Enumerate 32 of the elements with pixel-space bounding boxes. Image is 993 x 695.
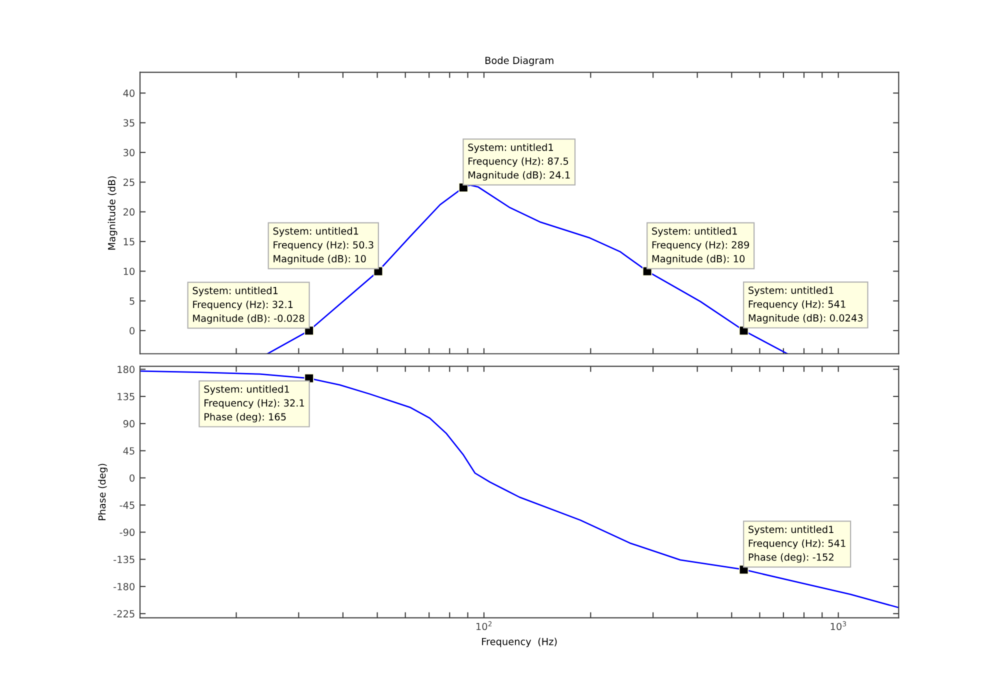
y-tick-label: 25: [123, 178, 134, 186]
y-tick-label: 10: [124, 268, 135, 276]
y-axis-title: Phase (deg): [98, 464, 108, 520]
annotation: System: untitled1 Frequency (Hz): 541 Magnitude (dB): 0.0243: [748, 286, 863, 324]
annotation: System: untitled1 Frequency (Hz): 289 Magnitude (dB): 10: [652, 227, 750, 264]
y-tick-label: -180: [114, 582, 135, 590]
annotation: System: untitled1 Frequency (Hz): 87.5 Magnitude (dB): 24.1: [468, 143, 570, 181]
y-tick-label: 135: [118, 392, 134, 400]
y-tick-label: 15: [124, 238, 134, 246]
y-tick-label: 40: [123, 90, 135, 97]
annotation: System: untitled1 Frequency (Hz): 541 Phase (deg): -152: [748, 526, 846, 563]
y-tick-label: -225: [114, 610, 134, 618]
y-tick-label: 0: [130, 474, 135, 482]
y-tick-label: -90: [120, 528, 135, 536]
y-tick-label: 5: [130, 298, 134, 305]
annotation: System: untitled1 Frequency (Hz): 50.3 Magnitude (dB): 10: [273, 227, 374, 264]
annotation: System: untitled1 Frequency (Hz): 32.1 Magnitude (dB): -0.028: [192, 286, 304, 324]
y-tick-label: 30: [124, 148, 135, 156]
y-tick-label: -45: [120, 502, 134, 509]
y-tick-label: 180: [118, 366, 135, 374]
y-tick-label: -135: [114, 556, 134, 564]
x-tick-label: 10$^{3}$: [830, 621, 846, 630]
y-tick-label: 90: [123, 420, 135, 428]
annotation: System: untitled1 Frequency (Hz): 32.1 Phase (deg): 165: [204, 385, 304, 422]
y-tick-label: 35: [124, 119, 134, 127]
x-axis-title: Frequency (Hz): [482, 638, 557, 648]
y-tick-label: 0: [130, 327, 135, 334]
chart-title: Bode Diagram: [485, 56, 554, 66]
x-tick-label: 10$^{2}$: [476, 621, 492, 630]
y-axis-title: Magnitude (dB): [108, 176, 118, 250]
y-tick-label: 45: [123, 447, 134, 455]
y-tick-label: 20: [123, 208, 135, 216]
